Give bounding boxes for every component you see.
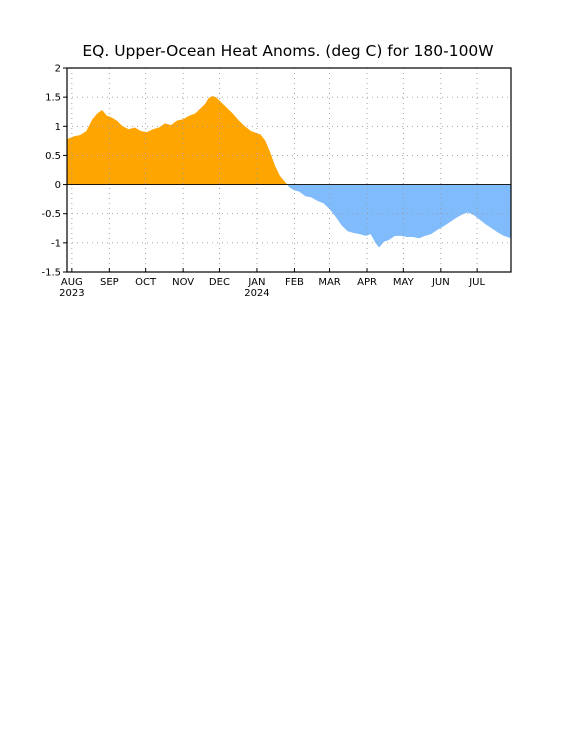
y-tick-label: 0.5 xyxy=(45,151,61,162)
y-tick-label: 2 xyxy=(55,64,61,75)
plot-frame xyxy=(66,67,512,273)
axes xyxy=(66,67,512,273)
x-tick-label: MAR xyxy=(318,277,340,288)
x-tick-label: DEC xyxy=(209,277,230,288)
x-tick-label: SEP xyxy=(100,277,119,288)
positive-anomaly-area xyxy=(67,95,511,185)
x-tick-label: OCT xyxy=(135,277,157,288)
chart-title: EQ. Upper-Ocean Heat Anoms. (deg C) for … xyxy=(82,42,493,60)
y-tick-label: -1 xyxy=(51,238,61,249)
x-tick-label: JUL xyxy=(468,277,485,288)
y-axis-ticks: -1.5 -1 -0.5 0 0.5 1 1.5 2 xyxy=(41,64,67,279)
y-tick-label: 1.5 xyxy=(45,93,61,104)
x-year-label: 2024 xyxy=(244,288,269,299)
x-tick-label: JAN xyxy=(247,277,265,288)
y-tick-label: -0.5 xyxy=(41,209,61,220)
negative-anomaly-area xyxy=(67,184,511,248)
x-year-label: 2023 xyxy=(59,288,84,299)
x-tick-label: NOV xyxy=(172,277,194,288)
y-tick-label: -1.5 xyxy=(41,268,61,279)
x-tick-label: FEB xyxy=(285,277,304,288)
x-tick-label: JUN xyxy=(431,277,450,288)
x-tick-label: APR xyxy=(357,277,377,288)
area-series xyxy=(67,95,511,248)
y-tick-label: 0 xyxy=(55,180,61,191)
grid-lines xyxy=(67,68,511,272)
x-tick-label: MAY xyxy=(393,277,415,288)
y-tick-label: 1 xyxy=(55,122,61,133)
x-tick-label: AUG xyxy=(61,277,83,288)
